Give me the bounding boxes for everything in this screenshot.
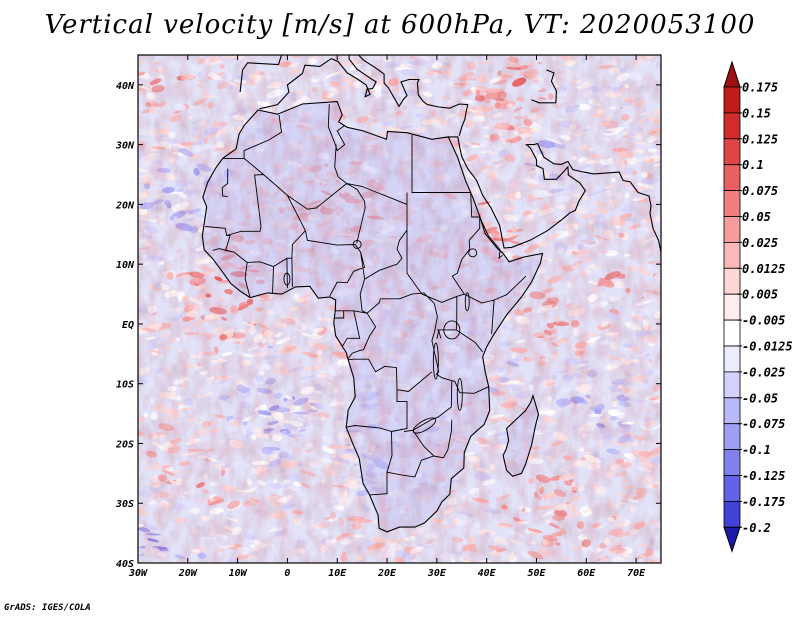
lon-tick-label: 30E — [427, 568, 447, 579]
colorbar-legend: 0.175 0.15 0.125 0.1 0.075 0.05 0.025 0.0125 0.0… — [723, 60, 793, 553]
grads-credit: GrADS: IGES/COLA — [4, 603, 91, 613]
colorbar-label: 0.025 — [742, 236, 778, 250]
lat-tick-label: 40S — [116, 559, 134, 570]
lon-tick-label: 30W — [128, 568, 148, 579]
colorbar-bottom-arrow — [723, 526, 741, 553]
colorbar-label: -0.2 — [742, 521, 771, 535]
colorbar-swatch — [723, 423, 741, 451]
lat-tick-label: 20S — [115, 439, 134, 450]
colorbar-label: -0.125 — [742, 469, 785, 483]
lat-tick-label: 30S — [115, 499, 134, 510]
lat-tick-label: 30N — [115, 141, 135, 152]
map-frame — [137, 54, 662, 564]
europe-coastline — [239, 55, 469, 136]
colorbar-swatch — [723, 345, 741, 373]
lon-tick-label: 20W — [178, 568, 198, 579]
country-borders — [205, 103, 527, 496]
colorbar-label: -0.005 — [742, 314, 785, 328]
colorbar-label: 0.15 — [742, 106, 771, 120]
lon-tick-label: 10E — [328, 568, 347, 579]
longitude-axis: 30W 20W 10W 0 10E 20E 30E 40E 50E 60E 70E — [128, 55, 646, 579]
lon-tick-label: 20E — [377, 568, 397, 579]
colorbar-label: 0.125 — [742, 132, 778, 146]
colorbar-swatch — [723, 371, 741, 399]
colorbar-swatch — [723, 397, 741, 425]
colorbar-swatch — [723, 449, 741, 476]
lon-tick-label: 70E — [627, 568, 646, 579]
arabia-coastline — [448, 69, 661, 253]
colorbar-label: -0.05 — [742, 391, 778, 405]
colorbar-label: 0.0125 — [742, 262, 785, 276]
colorbar-label: -0.025 — [742, 365, 785, 379]
colorbar-label: 0.1 — [742, 158, 764, 172]
colorbar-swatch — [723, 138, 741, 166]
lat-tick-label: 10N — [116, 260, 135, 271]
colorbar-swatch — [723, 190, 741, 217]
colorbar-swatch — [723, 293, 741, 321]
colorbar-top-arrow — [723, 60, 741, 88]
lon-tick-label: 10W — [229, 568, 248, 579]
colorbar-label: -0.1 — [742, 443, 771, 457]
madagascar-coastline — [502, 393, 540, 477]
colorbar-label: 0.05 — [742, 210, 771, 224]
colorbar-label: -0.075 — [742, 417, 785, 431]
lat-tick-label: 10S — [116, 380, 134, 391]
colorbar-swatch — [723, 241, 741, 269]
colorbar-label: 0.005 — [742, 288, 778, 302]
lon-tick-label: 0 — [284, 568, 290, 579]
colorbar-swatch — [723, 112, 741, 140]
colorbar-label: -0.0125 — [742, 340, 793, 354]
coastlines-and-borders — [201, 55, 661, 533]
africa-coastline — [201, 101, 544, 533]
lat-tick-label: EQ — [122, 320, 134, 331]
colorbar-swatch — [723, 500, 741, 528]
colorbar-swatch — [723, 319, 741, 347]
lat-tick-label: 20N — [115, 200, 135, 211]
colorbar-swatch — [723, 475, 741, 502]
figure-title: Vertical velocity [m/s] at 600hPa, VT: 2… — [44, 10, 756, 40]
lon-tick-label: 60E — [577, 568, 596, 579]
colorbar-swatch — [723, 164, 741, 191]
colorbar-swatch — [723, 216, 741, 243]
latitude-axis: 40N 30N 20N 10N EQ 10S 20S 30S 40S — [115, 81, 661, 570]
vertical-velocity-field — [138, 55, 661, 563]
lon-tick-label: 40E — [478, 568, 497, 579]
colorbar-label: 0.075 — [742, 184, 778, 198]
colorbar-swatch — [723, 267, 741, 295]
lake-outlines — [283, 240, 478, 434]
colorbar-swatch — [723, 86, 741, 114]
lon-tick-label: 50E — [527, 568, 546, 579]
lat-tick-label: 40N — [116, 81, 135, 92]
colorbar-label: -0.175 — [742, 495, 785, 509]
colorbar-label: 0.175 — [742, 81, 778, 95]
